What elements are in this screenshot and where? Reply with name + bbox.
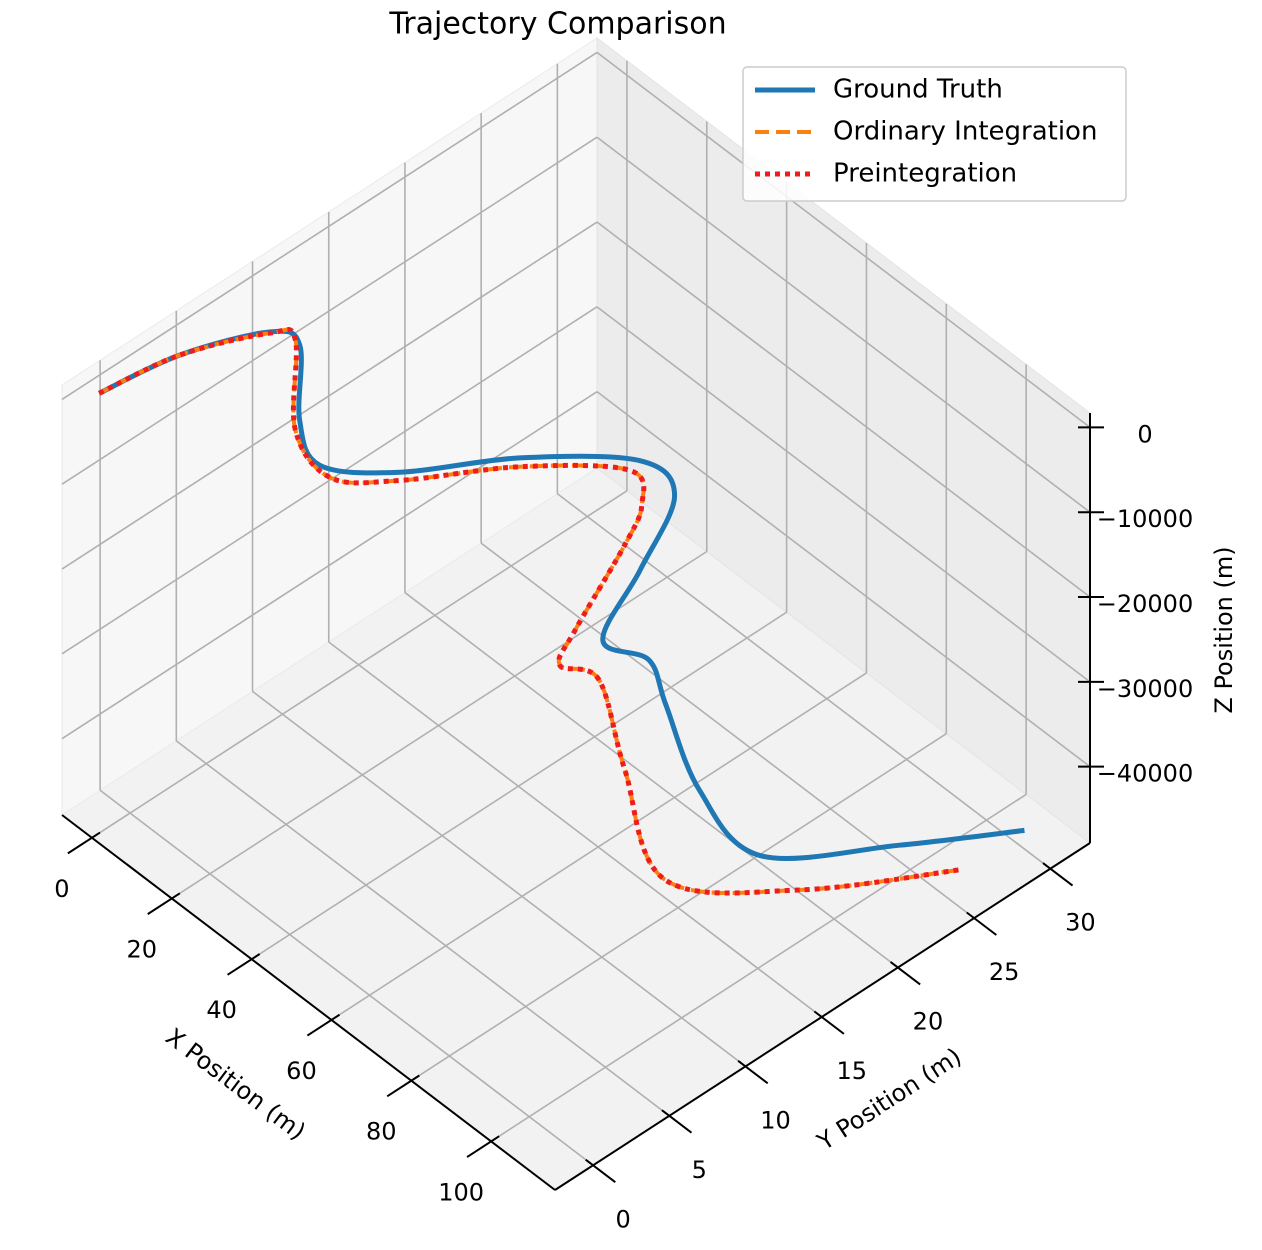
x-tick-label: 0 [54,875,69,903]
x-tick-label: 60 [286,1057,317,1085]
legend-label: Preintegration [833,159,1017,189]
z-axis-label: Z Position (m) [1210,546,1238,713]
y-tick-label: 30 [1065,909,1096,937]
y-tick [585,1158,616,1183]
y-tick-label: 10 [760,1106,791,1134]
y-tick-label: 20 [913,1008,944,1036]
grid-line [596,391,1091,768]
grid-line [61,390,598,740]
y-tick-label: 15 [836,1057,867,1085]
grid-line [61,136,598,485]
x-tick-label: 80 [366,1118,397,1146]
x-tick-label: 40 [206,996,237,1024]
grid-line [410,733,947,1082]
grid-line [91,490,628,839]
grid-line [99,789,594,1166]
y-tick [737,1060,769,1085]
legend-label: Ordinary Integration [833,117,1097,147]
z-tick-label: −20000 [1097,590,1193,618]
grid-line [596,136,1091,513]
grid-line [61,51,598,401]
grid-line [596,51,1091,429]
grid-line [61,221,598,570]
grid-line [596,221,1091,598]
x-tick-label: 100 [438,1178,484,1206]
z-tick-label: −30000 [1097,675,1193,703]
x-tick [147,892,181,915]
y-tick [1042,862,1074,887]
grid-line [251,611,788,960]
grid-line [490,793,1027,1143]
x-tick [306,1013,341,1037]
z-tick-label: −40000 [1097,760,1193,788]
x-tick-label: 20 [127,936,158,964]
trajectory-line [98,327,961,896]
y-tick-label: 0 [615,1205,630,1233]
z-tick-label: −10000 [1097,505,1193,533]
legend-box [742,66,1127,202]
x-tick [386,1074,420,1098]
grid-line [175,740,670,1117]
y-tick [813,1010,845,1035]
legend-label: Ground Truth [833,75,1003,105]
y-tick [661,1109,693,1134]
grid-line [331,672,867,1021]
x-tick [226,953,261,976]
grid-line [328,641,823,1018]
grid-line [556,493,1051,870]
trajectory-line [98,328,1025,861]
x-tick [466,1135,500,1158]
grid-line [596,306,1091,683]
y-tick [966,911,997,936]
z-tick-label: 0 [1137,420,1152,448]
y-tick-label: 5 [692,1156,707,1184]
x-tick [67,831,101,855]
chart-title: Trajectory Comparison [388,7,726,42]
grid-line [480,542,975,919]
y-tick [889,961,921,986]
x-axis [61,814,556,1191]
grid-line [61,306,598,655]
y-axis-label: Y Position (m) [812,1042,967,1156]
grid-line [252,690,747,1068]
y-tick-label: 25 [989,958,1020,986]
grid-line [404,591,899,969]
